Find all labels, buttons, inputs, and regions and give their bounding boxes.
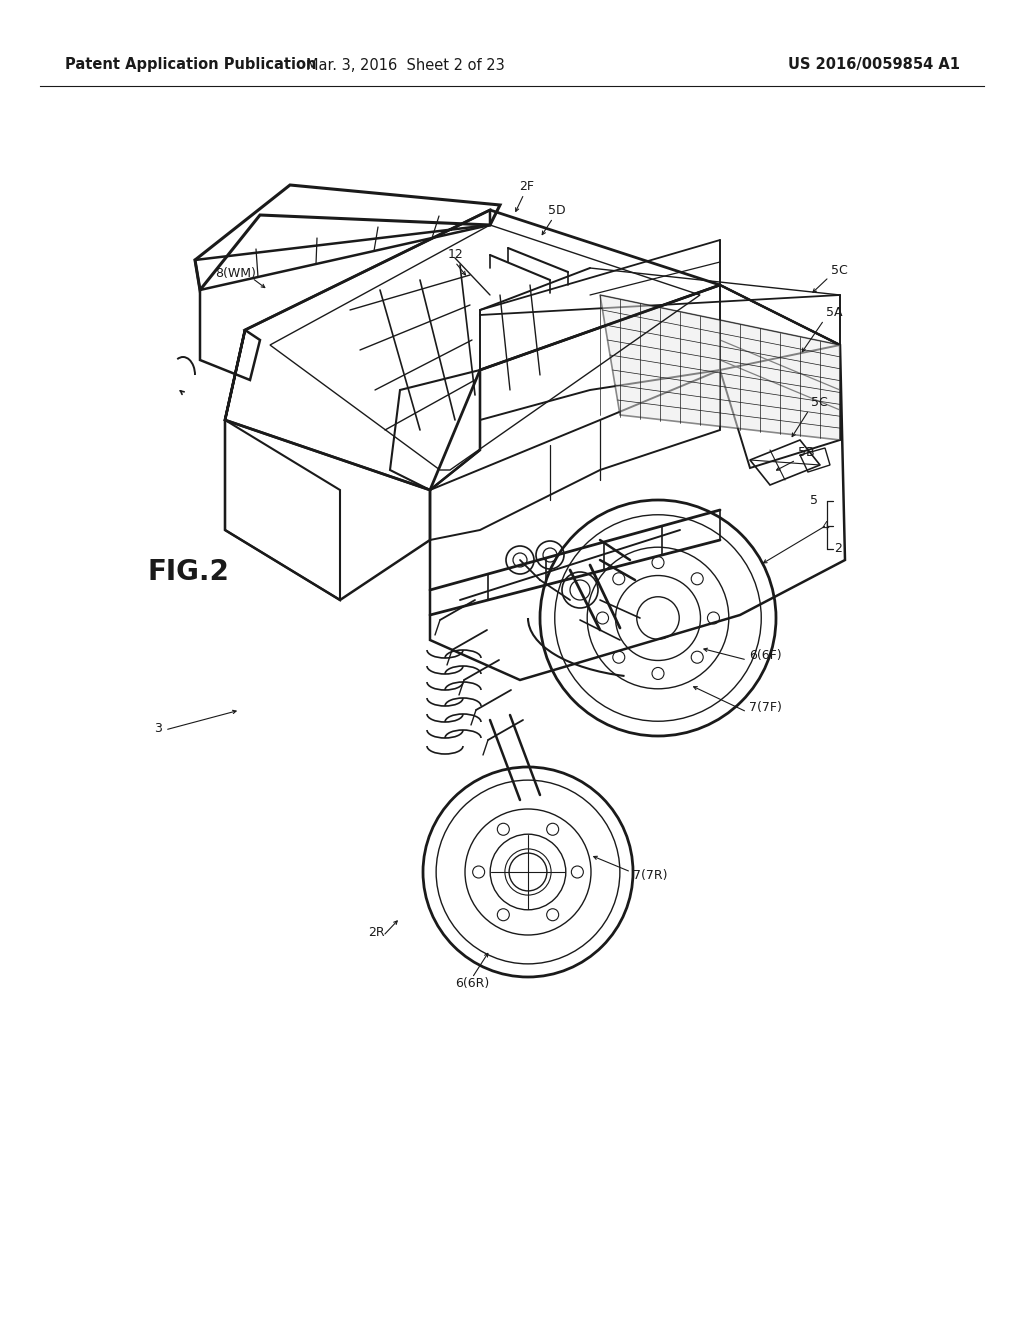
- Text: 7(7F): 7(7F): [749, 701, 782, 714]
- Text: 5: 5: [810, 495, 818, 507]
- Text: 5D: 5D: [548, 205, 565, 218]
- Text: 2F: 2F: [519, 181, 534, 194]
- Text: 12: 12: [449, 248, 464, 261]
- Text: Mar. 3, 2016  Sheet 2 of 23: Mar. 3, 2016 Sheet 2 of 23: [305, 58, 505, 73]
- Text: 5C: 5C: [811, 396, 827, 409]
- Text: FIG.2: FIG.2: [148, 558, 229, 586]
- Text: 3: 3: [154, 722, 162, 734]
- Text: 2: 2: [834, 543, 842, 556]
- Text: US 2016/0059854 A1: US 2016/0059854 A1: [788, 58, 961, 73]
- Polygon shape: [600, 294, 840, 440]
- Text: 5B: 5B: [798, 446, 815, 459]
- Text: 6(6R): 6(6R): [455, 977, 489, 990]
- Text: 7(7R): 7(7R): [633, 870, 668, 883]
- Text: 6(6F): 6(6F): [749, 649, 781, 663]
- Text: 4: 4: [821, 520, 828, 532]
- Text: 5A: 5A: [826, 306, 843, 319]
- Text: 5C: 5C: [831, 264, 848, 276]
- Text: 8(WM): 8(WM): [215, 267, 256, 280]
- Text: 2R: 2R: [368, 927, 385, 940]
- Text: Patent Application Publication: Patent Application Publication: [65, 58, 316, 73]
